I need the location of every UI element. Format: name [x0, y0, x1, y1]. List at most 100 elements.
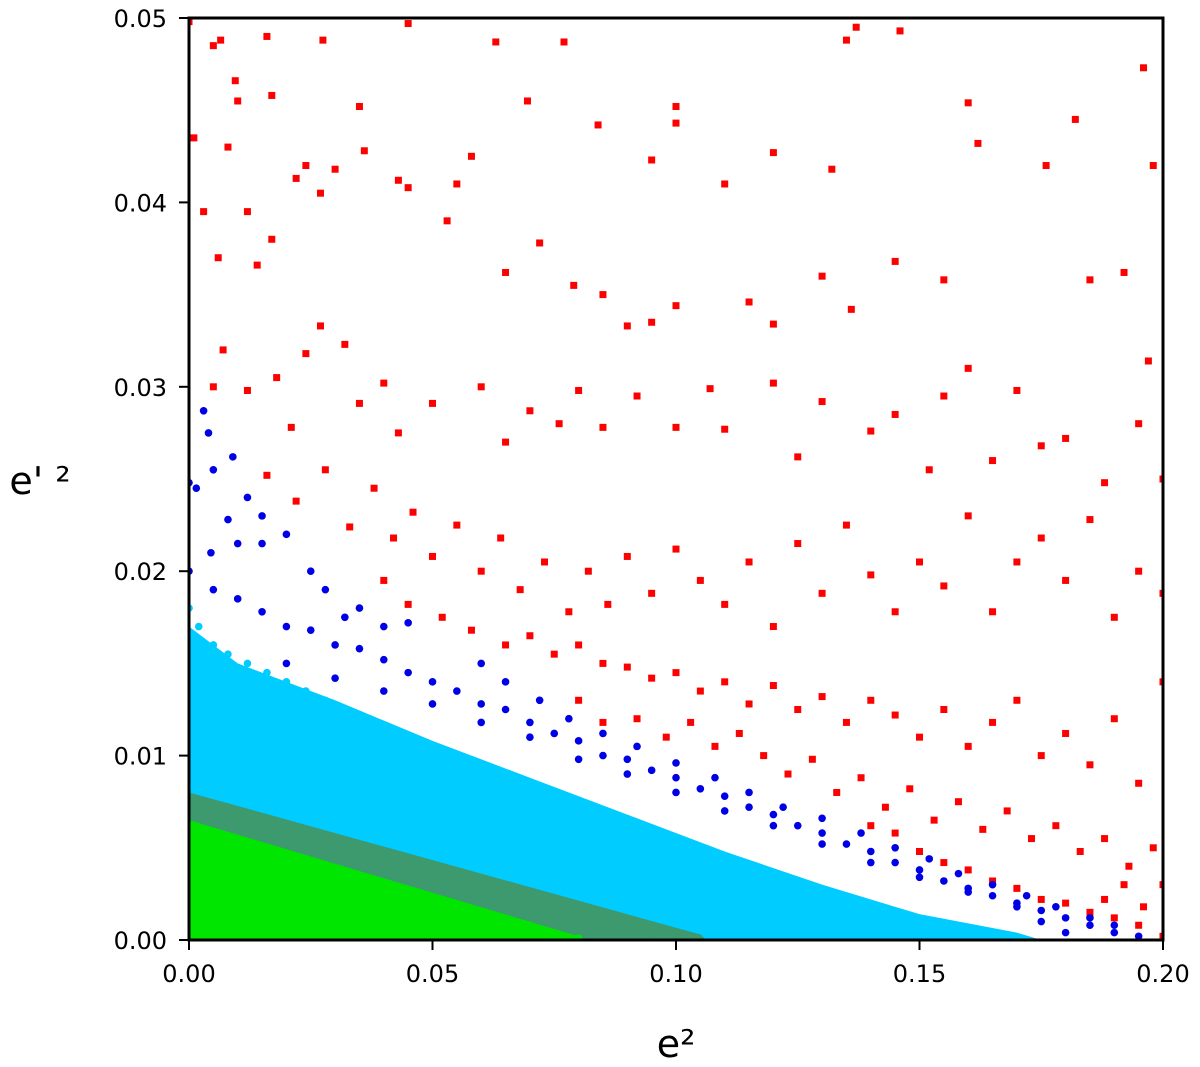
data-point-series-0: [818, 589, 826, 597]
data-point-series-0: [964, 742, 972, 750]
data-point-series-0: [930, 816, 938, 824]
data-point-series-4: [355, 875, 364, 883]
data-point-series-2: [404, 733, 412, 741]
x-axis-ticks: 0.00 0.05 0.10 0.15 0.20: [162, 940, 1190, 988]
data-point-series-0: [808, 755, 816, 763]
data-point-series-2: [599, 807, 607, 815]
data-point-series-0: [1013, 386, 1021, 394]
data-point-series-1: [1061, 914, 1070, 922]
data-point-series-1: [550, 729, 559, 738]
data-point-series-0: [526, 632, 534, 640]
data-point-series-2: [282, 678, 291, 686]
y-axis-ticks: 0.00 0.01 0.02 0.03 0.04 0.05: [114, 5, 189, 955]
data-point-series-1: [477, 718, 486, 727]
data-point-series-1: [428, 678, 437, 686]
data-point-series-0: [292, 497, 300, 505]
data-point-series-0: [847, 305, 855, 313]
data-point-series-0: [769, 149, 777, 157]
data-point-series-1: [331, 674, 339, 682]
data-point-series-0: [316, 322, 324, 330]
data-point-series-0: [769, 320, 777, 328]
data-point-series-0: [219, 346, 227, 354]
data-point-series-1: [1037, 906, 1046, 915]
data-point-series-0: [648, 674, 656, 682]
data-point-series-1: [696, 784, 705, 793]
data-point-series-0: [1144, 357, 1152, 365]
data-point-series-0: [594, 121, 602, 129]
data-point-series-2: [477, 761, 486, 769]
data-point-series-0: [857, 774, 865, 782]
data-point-series-0: [891, 410, 899, 418]
data-point-series-0: [575, 386, 583, 394]
data-point-series-0: [370, 484, 378, 492]
data-point-series-0: [380, 379, 388, 387]
data-point-series-0: [760, 752, 768, 760]
data-point-series-0: [648, 156, 656, 164]
data-point-series-0: [502, 268, 510, 276]
data-point-series-0: [599, 423, 607, 431]
data-point-series-0: [355, 399, 363, 407]
data-point-series-3: [282, 829, 291, 838]
data-point-series-0: [190, 134, 198, 142]
data-point-series-1: [574, 755, 583, 764]
data-point-series-1: [915, 866, 924, 874]
data-point-series-4: [501, 915, 510, 924]
data-point-series-0: [380, 576, 388, 584]
data-point-series-0: [623, 663, 631, 671]
data-point-series-2: [891, 917, 899, 926]
data-point-series-3: [233, 816, 242, 825]
data-point-series-1: [769, 821, 778, 830]
density-fills: [189, 626, 1042, 940]
data-point-series-3: [306, 834, 315, 843]
data-point-series-1: [988, 880, 997, 889]
data-point-series-4: [526, 921, 534, 930]
data-point-series-0: [916, 847, 923, 855]
data-point-series-0: [769, 623, 777, 631]
data-point-series-0: [672, 669, 680, 677]
data-point-series-0: [341, 340, 349, 348]
data-point-series-0: [268, 91, 276, 99]
data-point-series-1: [535, 696, 544, 705]
data-point-series-1: [282, 659, 291, 668]
data-point-series-0: [443, 217, 451, 225]
data-point-series-0: [319, 36, 327, 44]
data-point-series-0: [721, 425, 729, 433]
data-point-series-4: [477, 908, 486, 917]
data-point-series-0: [940, 706, 948, 713]
data-point-series-0: [916, 558, 923, 566]
data-point-series-0: [1062, 729, 1070, 737]
data-point-series-1: [207, 548, 215, 557]
data-point-series-0: [1159, 475, 1163, 483]
data-point-series-1: [672, 773, 680, 782]
data-point-series-0: [502, 641, 510, 649]
data-point-series-3: [647, 930, 656, 939]
data-point-series-1: [306, 626, 315, 635]
data-point-series-0: [1052, 822, 1060, 830]
data-point-series-1: [526, 718, 534, 727]
data-point-series-0: [721, 600, 729, 608]
data-point-series-0: [555, 420, 563, 428]
data-point-series-0: [672, 302, 680, 310]
data-point-series-1: [623, 770, 632, 778]
data-point-series-0: [214, 254, 222, 262]
data-point-series-2: [574, 797, 583, 806]
data-point-series-0: [964, 364, 972, 372]
data-point-series-0: [404, 600, 412, 608]
data-point-series-4: [306, 862, 315, 871]
data-point-series-0: [1086, 908, 1094, 916]
data-point-series-0: [769, 379, 777, 387]
data-point-series-2: [720, 853, 729, 861]
data-point-series-0: [964, 512, 972, 520]
data-point-series-0: [467, 152, 475, 160]
data-point-series-2: [428, 742, 437, 751]
data-point-series-1: [891, 858, 899, 867]
data-point-series-0: [217, 36, 225, 44]
data-point-series-1: [453, 687, 461, 695]
data-point-series-0: [1135, 567, 1143, 575]
data-point-series-1: [192, 484, 201, 493]
data-point-series-0: [1086, 761, 1094, 769]
data-point-series-0: [253, 261, 261, 269]
data-point-series-0: [794, 706, 802, 713]
x-tick-label: 0.10: [649, 960, 702, 988]
x-axis-label: e²: [657, 1022, 696, 1066]
